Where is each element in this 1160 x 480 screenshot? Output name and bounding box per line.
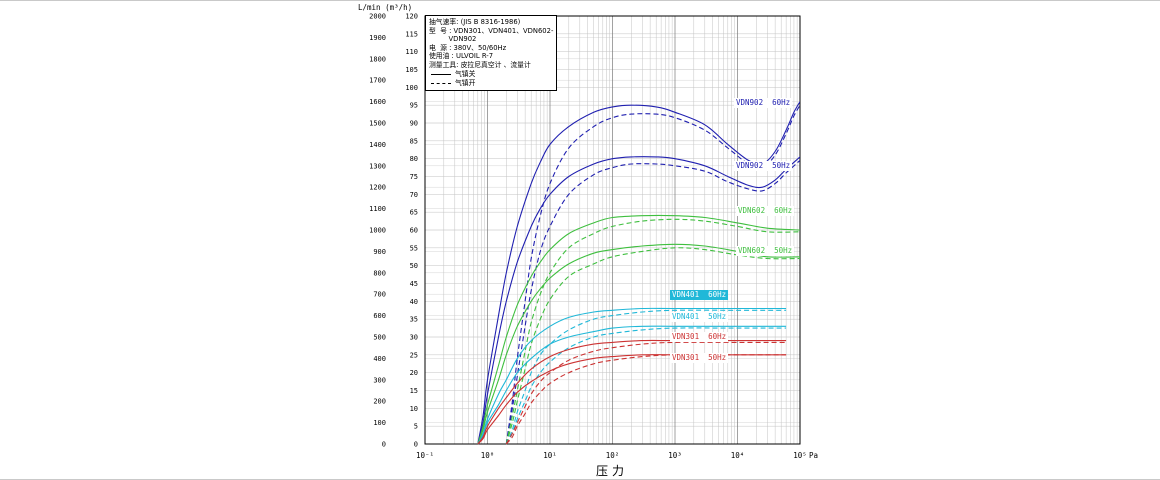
curve-VDN602-60Hz-closed <box>477 214 800 445</box>
svg-text:300: 300 <box>373 376 386 384</box>
curve-VDN301-60Hz-open <box>505 341 787 445</box>
svg-text:200: 200 <box>373 398 386 406</box>
info-line-tools: 测量工具: 皮拉尼真空计 、流量计 <box>429 60 531 69</box>
legend-row-ballast-closed: 气镇关 <box>429 70 553 79</box>
svg-text:10⁵: 10⁵ <box>793 451 807 460</box>
svg-text:120: 120 <box>405 13 418 21</box>
svg-text:55: 55 <box>410 244 418 252</box>
curve-VDN401-60Hz-open <box>505 309 787 445</box>
svg-text:400: 400 <box>373 355 386 363</box>
x-axis-label: 压力 <box>595 464 628 478</box>
curve-VDN902-50Hz-open <box>505 159 800 445</box>
svg-text:70: 70 <box>410 191 418 199</box>
y-axis-label: L/min (m³/h) <box>358 3 413 12</box>
curve-VDN602-60Hz-open <box>505 218 800 445</box>
svg-text:1400: 1400 <box>369 141 386 149</box>
svg-text:115: 115 <box>405 30 418 38</box>
svg-text:1200: 1200 <box>369 184 386 192</box>
svg-text:35: 35 <box>410 316 418 324</box>
svg-text:10³: 10³ <box>668 451 682 460</box>
curve-VDN401-50Hz-closed <box>477 325 787 445</box>
svg-text:10¹: 10¹ <box>543 451 557 460</box>
svg-text:40: 40 <box>410 298 418 306</box>
svg-text:600: 600 <box>373 312 386 320</box>
svg-text:20: 20 <box>410 369 418 377</box>
chart-area: 0 5 10 15 20 25 30 35 40 45 50 55 60 65 70 75 80 85 90 95 10… <box>330 1 840 479</box>
svg-text:10⁴: 10⁴ <box>731 451 745 460</box>
svg-text:10⁻¹: 10⁻¹ <box>416 451 434 460</box>
info-line-oil: 使用油 : ULVOIL R-7 <box>429 52 494 61</box>
svg-text:25: 25 <box>410 351 418 359</box>
dashed-line-sample <box>431 82 451 84</box>
curve-VDN602-50Hz-open <box>505 247 800 445</box>
svg-text:105: 105 <box>405 66 418 74</box>
legend-label-ballast-closed: 气镇关 <box>455 69 476 78</box>
info-line-power: 电 源 : 380V、50/60Hz <box>429 43 507 52</box>
svg-text:1300: 1300 <box>369 162 386 170</box>
svg-text:700: 700 <box>373 291 386 299</box>
svg-text:800: 800 <box>373 269 386 277</box>
svg-text:100: 100 <box>373 419 386 427</box>
svg-text:60: 60 <box>410 227 418 235</box>
legend-row-ballast-open: 气镇开 <box>429 79 553 88</box>
curve-VDN902-60Hz-open <box>505 104 800 445</box>
curve-VDN301-50Hz-open <box>505 354 787 445</box>
svg-text:90: 90 <box>410 120 418 128</box>
svg-text:110: 110 <box>405 48 418 56</box>
svg-text:0: 0 <box>382 441 386 449</box>
svg-text:85: 85 <box>410 137 418 145</box>
info-line-model2: VDN902 <box>429 35 477 44</box>
svg-text:95: 95 <box>410 102 418 110</box>
curve-VDN301-60Hz-closed <box>477 339 787 445</box>
axis-ticks: 0 5 10 15 20 25 30 35 40 45 50 55 60 65 70 75 80 85 90 95 10… <box>369 13 818 461</box>
chart-info-box: 抽气速率: (JIS B 8316-1986) 型 号 : VDN301、VDN… <box>425 15 557 91</box>
svg-text:15: 15 <box>410 387 418 395</box>
curve-VDN401-50Hz-open <box>505 327 787 445</box>
svg-text:1900: 1900 <box>369 34 386 42</box>
chart-canvas: 0 5 10 15 20 25 30 35 40 45 50 55 60 65 70 75 80 85 90 95 10… <box>369 13 818 461</box>
svg-text:10⁰: 10⁰ <box>481 451 495 460</box>
info-line-rate: 抽气速率: (JIS B 8316-1986) <box>429 18 521 26</box>
svg-text:30: 30 <box>410 334 418 342</box>
svg-text:0: 0 <box>414 441 418 449</box>
svg-text:1500: 1500 <box>369 120 386 128</box>
svg-text:1700: 1700 <box>369 77 386 85</box>
svg-text:1800: 1800 <box>369 55 386 63</box>
svg-text:900: 900 <box>373 248 386 256</box>
svg-text:10²: 10² <box>606 451 620 460</box>
svg-text:1100: 1100 <box>369 205 386 213</box>
svg-text:500: 500 <box>373 334 386 342</box>
curve-VDN301-50Hz-closed <box>477 354 787 445</box>
legend-label-ballast-open: 气镇开 <box>455 78 476 87</box>
svg-text:45: 45 <box>410 280 418 288</box>
curve-VDN602-50Hz-closed <box>477 243 800 445</box>
svg-text:80: 80 <box>410 155 418 163</box>
solid-line-sample <box>431 73 451 75</box>
svg-text:10: 10 <box>410 405 418 413</box>
svg-text:65: 65 <box>410 209 418 217</box>
info-line-model: 型 号 : VDN301、VDN401、VDN602- <box>429 26 554 35</box>
svg-text:50: 50 <box>410 262 418 270</box>
curve-VDN902-50Hz-closed <box>477 156 800 445</box>
svg-text:1000: 1000 <box>369 227 386 235</box>
svg-text:1600: 1600 <box>369 98 386 106</box>
svg-text:100: 100 <box>405 84 418 92</box>
svg-text:5: 5 <box>414 423 418 431</box>
svg-text:2000: 2000 <box>369 13 386 21</box>
x-axis-unit: Pa <box>809 451 818 460</box>
svg-text:75: 75 <box>410 173 418 181</box>
curve-VDN401-60Hz-closed <box>477 307 787 445</box>
